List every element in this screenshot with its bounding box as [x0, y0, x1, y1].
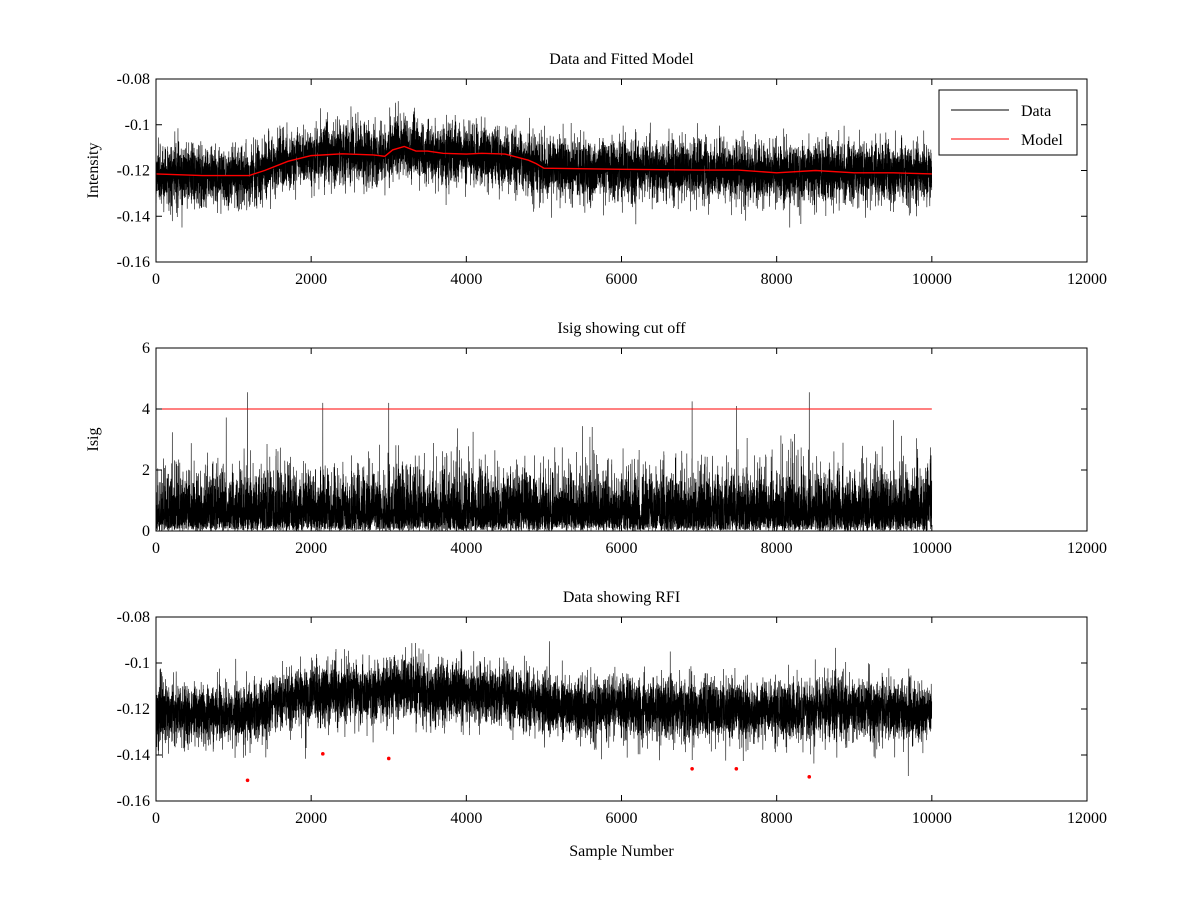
y-tick-label: -0.16: [117, 254, 150, 271]
x-tick-label: 8000: [761, 540, 793, 557]
series-line-model: [156, 145, 932, 177]
x-tick-label: 2000: [295, 271, 327, 288]
x-tick-label: 8000: [761, 810, 793, 827]
y-axis-label: Isig: [85, 428, 102, 452]
rfi-marker: [734, 767, 739, 771]
y-tick-label: 6: [142, 340, 150, 357]
rfi-marker: [690, 767, 694, 771]
axes-3: 0 2000 4000 6000 8000 10000 12000 -0.16 -0.14 -0.…: [117, 589, 1107, 860]
x-tick-label: 10000: [912, 810, 952, 827]
x-tick-label: 10000: [912, 271, 952, 288]
y-tick-label: -0.12: [117, 163, 150, 180]
x-tick-label: 8000: [761, 271, 793, 288]
x-tick-label: 0: [152, 271, 160, 288]
x-tick-label: 6000: [606, 271, 638, 288]
chart-title: Data and Fitted Model: [549, 51, 694, 68]
x-tick-label: 12000: [1067, 271, 1107, 288]
rfi-marker: [386, 756, 391, 761]
x-tick-label: 10000: [912, 540, 952, 557]
series-line-data: [156, 641, 933, 777]
x-tick-label: 12000: [1067, 540, 1107, 557]
x-tick-label: 4000: [450, 271, 482, 288]
x-tick-label: 4000: [450, 540, 482, 557]
plot-lines: [156, 101, 933, 228]
x-tick-label: 12000: [1067, 810, 1107, 827]
x-tick-label: 2000: [295, 810, 327, 827]
y-tick-label: -0.16: [117, 793, 150, 810]
y-tick-label: 2: [142, 462, 150, 479]
legend-label-model: Model: [1021, 132, 1063, 149]
plot-lines: [156, 392, 933, 531]
x-tick-label: 0: [152, 540, 160, 557]
y-tick-label: -0.14: [117, 747, 150, 764]
y-tick-label: -0.12: [117, 701, 150, 718]
legend: Data Model: [938, 89, 1078, 156]
y-tick-label: -0.1: [125, 655, 150, 672]
series-line-data: [156, 101, 933, 228]
chart-title: Data showing RFI: [563, 589, 680, 606]
axes-1: 0 2000 4000 6000 8000 10000 12000 -0.16 -0.14 -0.…: [85, 51, 1107, 288]
y-tick-label: -0.14: [117, 208, 150, 225]
y-tick-label: -0.08: [117, 71, 150, 88]
legend-label-data: Data: [1021, 103, 1051, 120]
plot-lines: [156, 641, 933, 783]
x-axis-label: Sample Number: [569, 843, 674, 860]
rfi-marker: [321, 752, 325, 756]
x-tick-label: 4000: [450, 810, 482, 827]
y-tick-label: 4: [142, 401, 150, 418]
x-tick-label: 2000: [295, 540, 327, 557]
rfi-marker: [807, 775, 812, 779]
x-tick-label: 6000: [606, 540, 638, 557]
legend-box: [938, 89, 1078, 156]
rfi-marker: [245, 778, 250, 783]
y-axis-label: Intensity: [85, 143, 102, 199]
y-tick-label: -0.08: [117, 609, 150, 626]
axes-2: 0 2000 4000 6000 8000 10000 12000 0 2 4 6 Isig show…: [85, 320, 1107, 557]
x-tick-label: 6000: [606, 810, 638, 827]
series-line-isig: [156, 392, 933, 531]
chart-title: Isig showing cut off: [557, 320, 686, 337]
y-tick-label: 0: [142, 523, 150, 540]
y-tick-label: -0.1: [125, 117, 150, 134]
x-tick-label: 0: [152, 810, 160, 827]
